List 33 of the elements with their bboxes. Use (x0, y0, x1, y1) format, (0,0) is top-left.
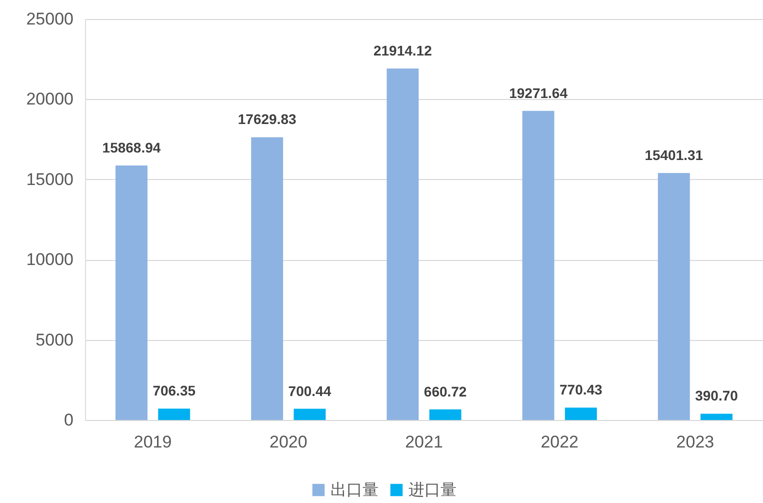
y-tick-label: 5000 (36, 330, 74, 350)
y-tick-label: 15000 (26, 170, 74, 189)
data-label: 660.72 (424, 383, 467, 400)
bar (658, 172, 690, 420)
bar (158, 408, 190, 420)
data-label: 15868.94 (102, 139, 161, 156)
bar (251, 137, 284, 420)
bar (294, 408, 326, 420)
legend-label: 出口量 (330, 481, 378, 499)
bar (429, 409, 462, 420)
x-tick-label: 2021 (405, 432, 443, 452)
y-tick-label: 10000 (26, 250, 74, 270)
y-tick-label: 25000 (26, 10, 74, 28)
data-label: 700.44 (288, 382, 332, 399)
x-tick-label: 2022 (540, 432, 579, 452)
x-tick-label: 2019 (134, 432, 172, 452)
data-label: 17629.83 (238, 111, 296, 128)
bar (522, 110, 554, 420)
x-tick-label: 2023 (676, 432, 714, 452)
bar (386, 68, 419, 420)
data-label: 770.43 (559, 382, 603, 398)
y-tick-label: 0 (64, 410, 74, 430)
data-label: 19271.64 (509, 84, 568, 101)
bar (700, 414, 732, 420)
x-tick-label: 2020 (269, 432, 308, 452)
data-label: 706.35 (152, 382, 196, 399)
data-label: 390.70 (695, 388, 738, 404)
y-tick-label: 20000 (26, 90, 74, 109)
data-label: 21914.12 (373, 42, 432, 58)
data-label: 15401.31 (644, 146, 704, 163)
legend-label: 进口量 (408, 481, 456, 499)
bar (116, 165, 148, 420)
bar (564, 408, 597, 420)
